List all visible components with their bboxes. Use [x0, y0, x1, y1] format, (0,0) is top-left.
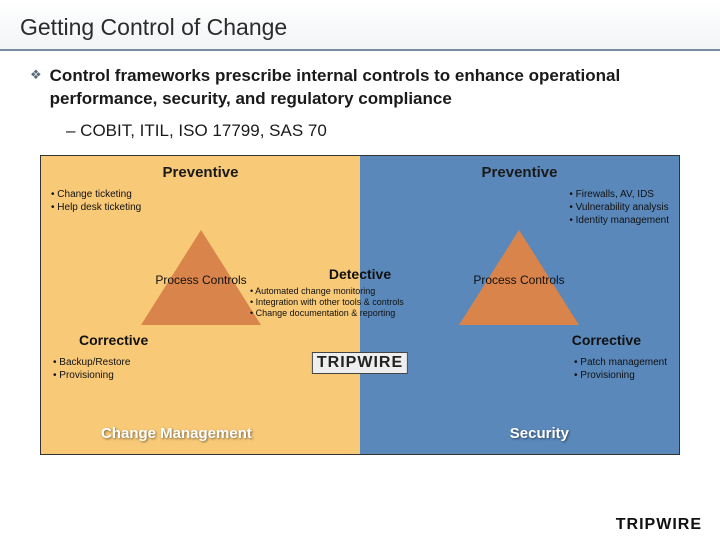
main-bullet-row: ❖ Control frameworks prescribe internal … — [30, 65, 690, 111]
bullet-line: • Backup/Restore — [53, 356, 130, 369]
sub-bullet-text: – COBIT, ITIL, ISO 17799, SAS 70 — [66, 121, 690, 141]
right-corrective-title: Corrective — [572, 332, 641, 348]
bullet-line: • Firewalls, AV, IDS — [569, 188, 669, 201]
bullet-line: • Change documentation & reporting — [250, 308, 470, 319]
center-brand-logo: TRIPWIRE — [312, 352, 408, 374]
left-triangle-wrap: Process Controls — [141, 230, 261, 325]
controls-diagram: Preventive Preventive • Change ticketing… — [40, 155, 680, 455]
left-triangle-label: Process Controls — [141, 274, 261, 288]
bullet-line: • Provisioning — [574, 369, 667, 382]
bullet-line: • Help desk ticketing — [51, 201, 141, 214]
bullet-line: • Patch management — [574, 356, 667, 369]
left-corrective-title: Corrective — [79, 332, 148, 348]
slide-content: ❖ Control frameworks prescribe internal … — [0, 51, 720, 455]
slide-title: Getting Control of Change — [20, 14, 700, 41]
right-category-label: Security — [510, 425, 569, 442]
detective-bullets: • Automated change monitoring • Integrat… — [250, 286, 470, 320]
right-triangle-label: Process Controls — [459, 274, 579, 288]
right-corrective-bullets: • Patch management • Provisioning — [574, 356, 667, 382]
slide-header: Getting Control of Change — [0, 0, 720, 51]
bullet-line: • Vulnerability analysis — [569, 201, 669, 214]
left-preventive-title: Preventive — [41, 164, 360, 181]
left-category-label: Change Management — [101, 425, 252, 442]
detective-title: Detective — [250, 266, 470, 282]
right-preventive-title: Preventive — [360, 164, 679, 181]
bullet-line: • Provisioning — [53, 369, 130, 382]
bullet-line: • Identity management — [569, 214, 669, 227]
bullet-line: • Integration with other tools & control… — [250, 297, 470, 308]
bullet-line: • Automated change monitoring — [250, 286, 470, 297]
left-preventive-bullets: • Change ticketing • Help desk ticketing — [51, 188, 141, 214]
left-corrective-bullets: • Backup/Restore • Provisioning — [53, 356, 130, 382]
bullet-line: • Change ticketing — [51, 188, 141, 201]
brand-text: TRIPWIRE — [312, 352, 408, 374]
right-preventive-bullets: • Firewalls, AV, IDS • Vulnerability ana… — [569, 188, 669, 227]
footer-brand-logo: TRIPWIRE — [616, 516, 702, 534]
detective-block: Detective • Automated change monitoring … — [250, 266, 470, 320]
footer-brand-text: TRIPWIRE — [616, 516, 702, 533]
main-bullet-text: Control frameworks prescribe internal co… — [50, 65, 690, 111]
right-triangle-wrap: Process Controls — [459, 230, 579, 325]
diamond-bullet-icon: ❖ — [30, 67, 42, 111]
